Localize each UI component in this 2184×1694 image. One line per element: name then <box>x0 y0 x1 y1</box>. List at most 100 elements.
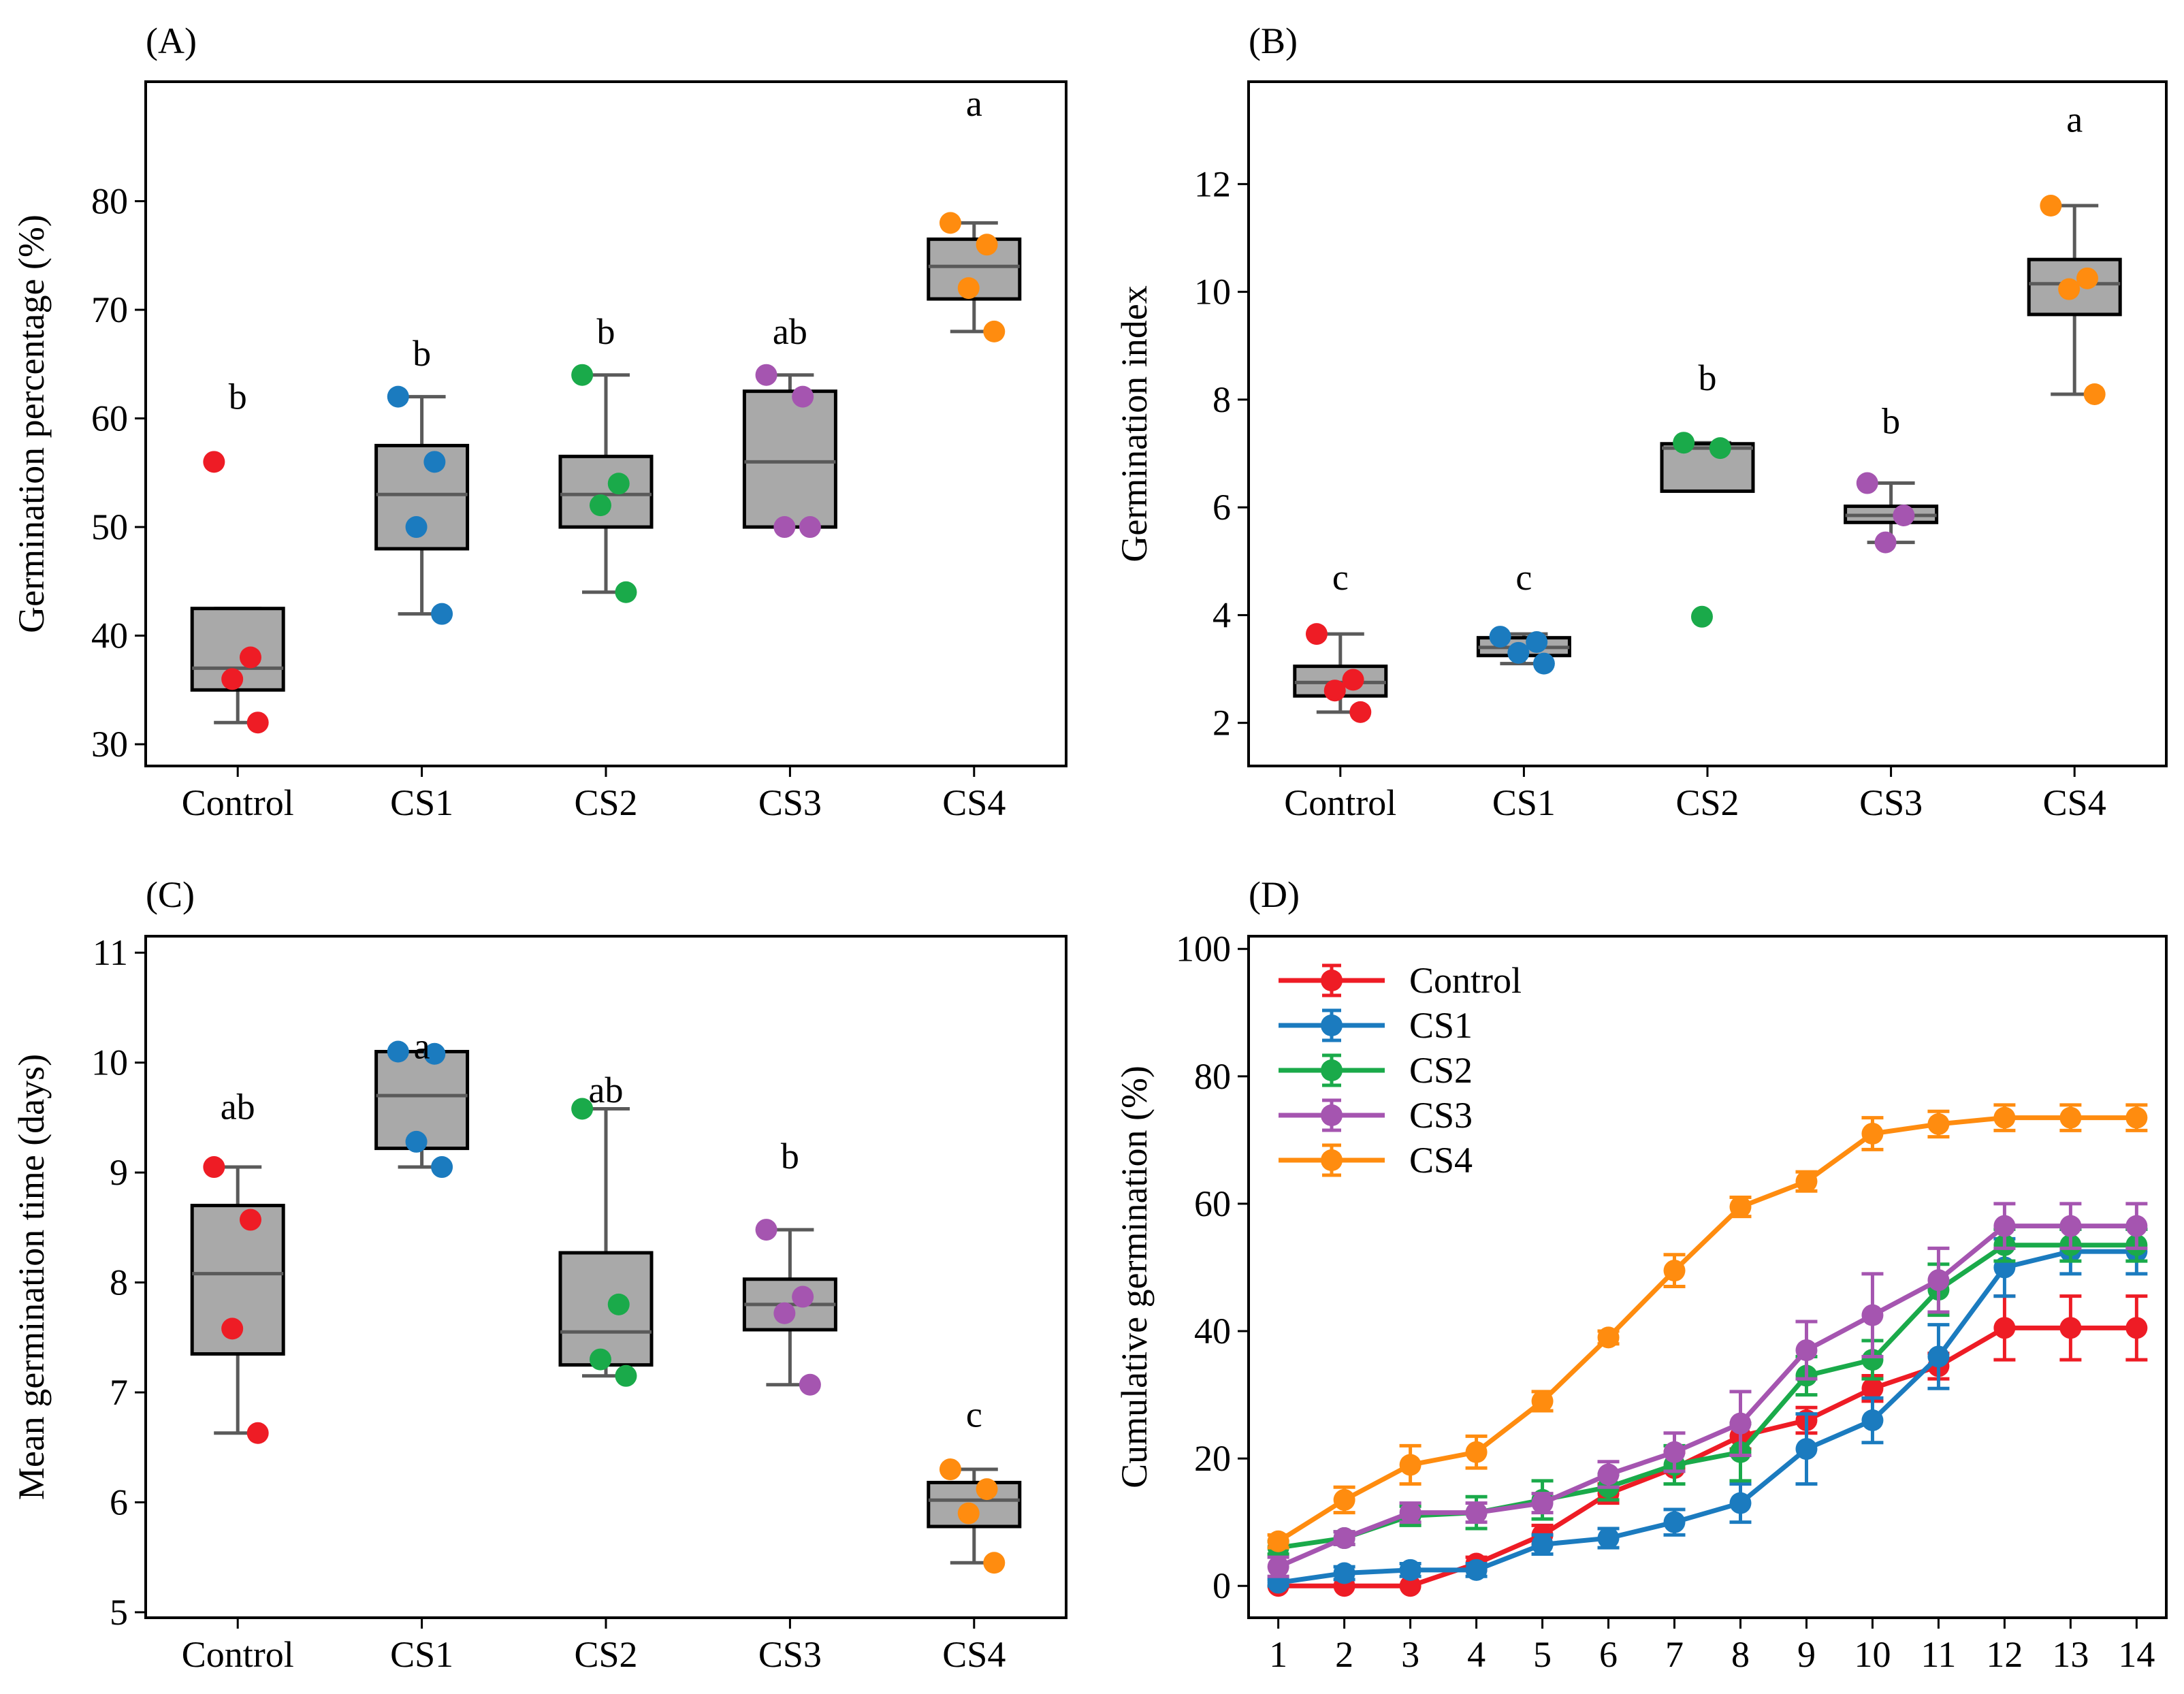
data-point <box>2076 267 2098 289</box>
series-line <box>1278 1249 2137 1586</box>
data-point <box>423 451 446 473</box>
data-point <box>1342 669 1364 691</box>
x-tick-label: CS4 <box>2043 782 2106 823</box>
data-point <box>773 516 796 539</box>
data-point <box>571 1098 594 1120</box>
significance-letter: ab <box>589 1070 624 1110</box>
data-point <box>607 1293 630 1315</box>
data-point <box>221 668 244 690</box>
data-point <box>792 385 814 408</box>
legend-item: CS1 <box>1279 1005 1473 1046</box>
y-axis-label: Cumulative germination (%) <box>1114 1066 1155 1488</box>
data-point <box>1531 1390 1554 1412</box>
data-point <box>1861 1349 1884 1371</box>
data-point <box>1709 437 1731 460</box>
x-tick-label: CS3 <box>758 1634 822 1675</box>
data-point <box>1690 605 1713 628</box>
data-point <box>607 473 630 495</box>
panel-d: (D) 0 20 40 60 80 100 Cumulative germination (%… <box>1114 874 2168 1675</box>
x-tick-label: 6 <box>1599 1634 1618 1675</box>
box-cs2 <box>558 454 654 529</box>
data-point <box>1531 1533 1554 1556</box>
data-point <box>983 320 1006 342</box>
panel-c: (C) 5 6 7 8 9 10 11 Mean germination time (days)… <box>11 874 1067 1675</box>
data-point <box>1861 1409 1884 1431</box>
significance-letter: a <box>2066 99 2083 140</box>
data-point <box>2083 383 2106 405</box>
data-point <box>1465 1501 1488 1524</box>
x-tick-label: Control <box>1284 782 1396 823</box>
y-tick-label: 100 <box>1176 929 1231 970</box>
data-point <box>1531 1492 1554 1514</box>
legend-label: CS2 <box>1409 1050 1473 1091</box>
x-tick-label: 14 <box>2118 1634 2155 1675</box>
data-point <box>2059 1106 2082 1129</box>
data-point <box>1729 1412 1752 1435</box>
data-point <box>1795 1339 1818 1362</box>
data-point <box>1795 1438 1818 1460</box>
data-point <box>615 581 637 603</box>
data-point <box>755 364 777 386</box>
y-tick-label: 12 <box>1194 163 1231 204</box>
x-tick-label: 4 <box>1467 1634 1486 1675</box>
data-point <box>2125 1215 2148 1237</box>
data-point <box>405 1130 428 1153</box>
y-tick-label: 2 <box>1213 703 1231 744</box>
data-point <box>939 1458 961 1481</box>
data-point <box>1673 432 1695 454</box>
data-point <box>203 451 225 473</box>
panel-a: (A) 30 40 50 60 70 80 Germination percentage (%… <box>11 20 1067 823</box>
series-cs2 <box>1267 1227 2148 1559</box>
data-point <box>1323 680 1346 702</box>
data-point <box>239 646 261 669</box>
plot-frame <box>144 935 1067 1619</box>
data-point <box>423 1042 446 1065</box>
data-point <box>755 1219 777 1241</box>
data-point <box>1993 1215 2016 1237</box>
data-point <box>1927 1345 1950 1368</box>
data-point <box>1893 505 1915 527</box>
data-point <box>799 516 821 539</box>
x-tick-label: CS3 <box>1859 782 1923 823</box>
x-tick-label: 9 <box>1797 1634 1816 1675</box>
y-tick-label: 0 <box>1213 1565 1231 1606</box>
data-point <box>1663 1441 1686 1463</box>
x-tick-label: Control <box>182 782 294 823</box>
data-point <box>773 1302 796 1324</box>
data-point <box>1399 1575 1422 1597</box>
plot-frame <box>144 80 1067 767</box>
legend-item: Control <box>1279 960 1522 1001</box>
data-point <box>1729 1196 1752 1218</box>
legend-marker <box>1321 1104 1343 1126</box>
data-point <box>799 1373 821 1396</box>
x-tick-label: CS2 <box>1675 782 1739 823</box>
significance-letter: ab <box>221 1086 255 1127</box>
data-point <box>246 1422 269 1444</box>
data-point <box>203 1156 225 1179</box>
panel-label: (C) <box>146 874 195 915</box>
significance-letter: b <box>781 1136 799 1177</box>
data-point <box>1507 641 1530 664</box>
significance-letter: a <box>966 83 982 124</box>
data-point <box>1267 1530 1289 1552</box>
y-tick-label: 6 <box>110 1482 128 1522</box>
legend-label: CS3 <box>1409 1095 1473 1136</box>
significance-letter: b <box>1882 401 1900 442</box>
data-point <box>1927 1269 1950 1292</box>
panel-label: (A) <box>146 20 197 61</box>
data-point <box>1597 1527 1620 1550</box>
data-point <box>1526 630 1548 653</box>
x-tick-label: 5 <box>1533 1634 1552 1675</box>
legend-marker <box>1321 970 1343 991</box>
data-point <box>957 1502 980 1524</box>
y-tick-label: 8 <box>110 1262 128 1303</box>
significance-letter: b <box>229 377 247 417</box>
legend-label: Control <box>1409 960 1522 1001</box>
y-tick-label: 8 <box>1213 379 1231 420</box>
panel-b: (B) 2 4 6 8 10 12 Germination index Control c CS1 c… <box>1114 20 2168 823</box>
series-cs1 <box>1267 1227 2148 1594</box>
data-point <box>221 1317 244 1340</box>
y-tick-label: 20 <box>1194 1438 1231 1479</box>
